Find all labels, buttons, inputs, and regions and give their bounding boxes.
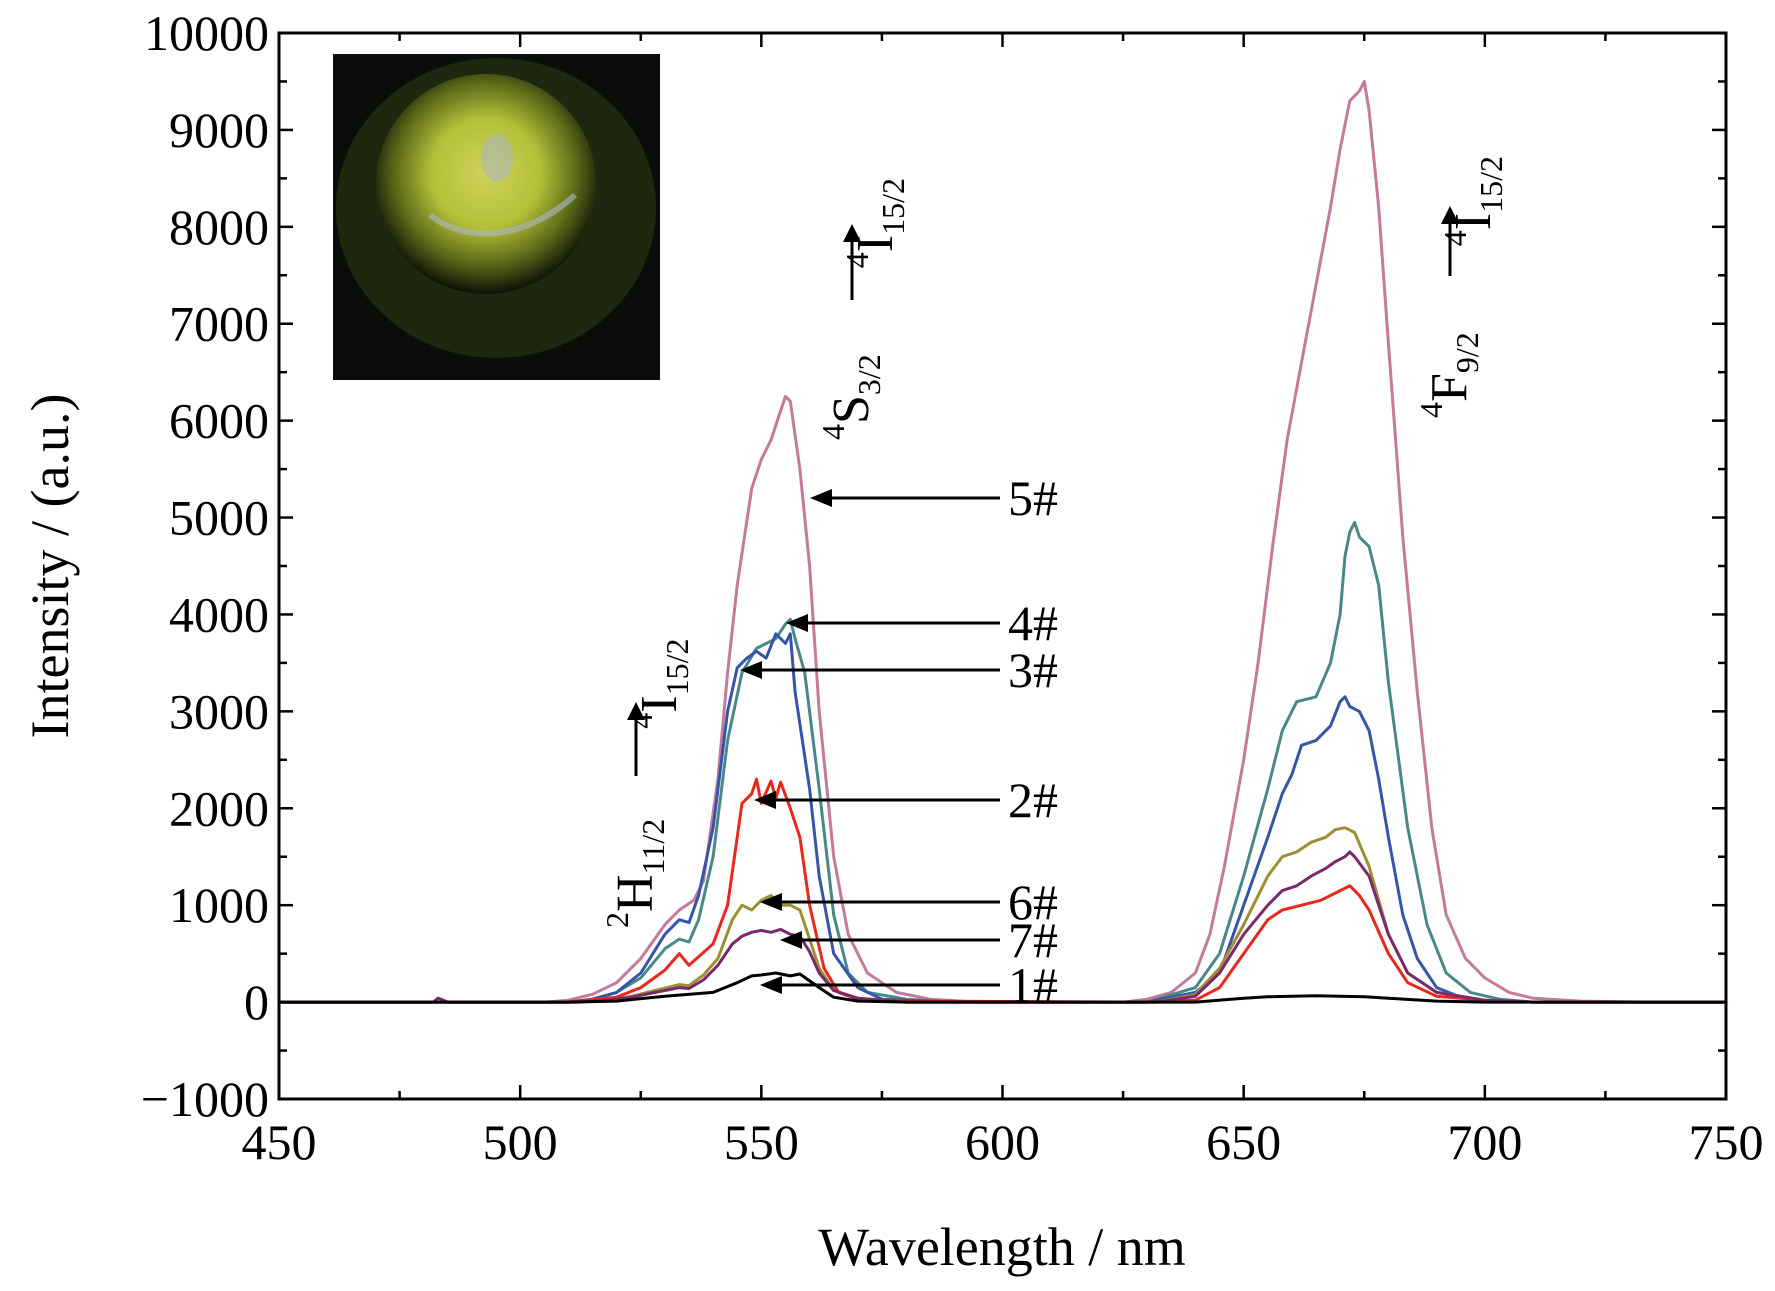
svg-text:4F9/24I15/2: 4F9/24I15/2 — [1413, 156, 1509, 418]
arrow-head-1 — [760, 976, 782, 994]
series-lines — [279, 80, 1726, 1004]
arrow-head-6 — [760, 893, 782, 911]
f92-lower-sub: 15/2 — [1473, 156, 1509, 213]
transition-label-s32: 4S3/24I15/2 — [815, 178, 911, 440]
s32-arrow-head — [843, 224, 861, 242]
y-tick-label: −1000 — [141, 1071, 269, 1127]
arrow-head-2 — [754, 791, 776, 809]
series-annotations: 1# 2# 3#4# 5# 6#7# — [740, 470, 1058, 1013]
arrow-head-3 — [740, 661, 762, 679]
f92-upper-sup: 4 — [1413, 402, 1449, 418]
h11-arrow-head — [627, 702, 645, 720]
series-line-5 — [279, 80, 1726, 1004]
s32-lower-base: I — [847, 235, 904, 252]
series-line-1 — [279, 971, 1726, 1004]
y-tick-label: 1000 — [169, 877, 269, 933]
svg-text:2H11/24I15/2: 2H11/24I15/2 — [599, 639, 695, 928]
x-axis-title: Wavelength / nm — [818, 1217, 1186, 1277]
x-tick-label: 600 — [965, 1114, 1040, 1170]
y-tick-label: 4000 — [169, 586, 269, 642]
y-tick-label: 2000 — [169, 780, 269, 836]
f92-lower-sup: 4 — [1437, 230, 1473, 246]
series-line-6 — [279, 826, 1726, 1004]
inset-photo — [333, 54, 660, 380]
series-label-6: 6# — [1008, 874, 1058, 930]
series-label-5: 5# — [1008, 470, 1058, 526]
x-tick-label: 450 — [242, 1114, 317, 1170]
arrow-head-5 — [810, 489, 832, 507]
f92-upper-base: F — [1421, 373, 1478, 402]
f92-arrow-head — [1441, 206, 1459, 224]
h11-upper-base: H — [607, 874, 664, 912]
series-line-4 — [279, 520, 1726, 1004]
series-label-4: 4# — [1008, 595, 1058, 651]
s32-upper-base: S — [823, 395, 880, 424]
x-tick-label: 650 — [1206, 1114, 1281, 1170]
f92-upper-sub: 9/2 — [1449, 332, 1485, 373]
x-tick-label: 550 — [724, 1114, 799, 1170]
series-label-1: 1# — [1008, 957, 1058, 1013]
h11-upper-sup: 2 — [599, 912, 635, 928]
y-tick-label: 6000 — [169, 393, 269, 449]
x-tick-label: 500 — [483, 1114, 558, 1170]
s32-lower-sup: 4 — [839, 252, 875, 268]
h11-lower-sub: 15/2 — [659, 639, 695, 696]
s32-upper-sup: 4 — [815, 424, 851, 440]
x-tick-label: 700 — [1447, 1114, 1522, 1170]
h11-upper-sub: 11/2 — [635, 819, 671, 875]
series-line-3 — [279, 632, 1726, 1004]
series-line-2 — [279, 777, 1726, 1004]
s32-lower-sub: 15/2 — [875, 178, 911, 235]
arrow-head-7 — [780, 931, 802, 949]
y-tick-label: 5000 — [169, 490, 269, 546]
y-tick-label: 0 — [244, 974, 269, 1030]
arrow-head-4 — [786, 614, 808, 632]
series-label-2: 2# — [1008, 772, 1058, 828]
y-axis-title: Intensity / (a.u.) — [20, 394, 80, 739]
transition-label-f92: 4F9/24I15/2 — [1413, 156, 1509, 418]
x-tick-labels: 450 500 550 600 650 700 750 — [242, 1114, 1764, 1170]
y-tick-label: 10000 — [144, 5, 269, 61]
f92-lower-base: I — [1445, 213, 1502, 230]
h11-lower-base: I — [631, 695, 688, 712]
series-label-7: 7# — [1008, 912, 1058, 968]
svg-text:4S3/24I15/2: 4S3/24I15/2 — [815, 178, 911, 440]
y-tick-label: 7000 — [169, 296, 269, 352]
y-tick-label: 8000 — [169, 199, 269, 255]
series-line-7 — [279, 850, 1726, 1004]
y-tick-labels: −1000 0 1000 2000 3000 4000 5000 6000 7000 8000 90… — [141, 5, 269, 1127]
y-tick-label: 3000 — [169, 683, 269, 739]
transition-label-h11: 2H11/24I15/2 — [599, 639, 695, 928]
series-label-3: 3# — [1008, 642, 1058, 698]
y-tick-label: 9000 — [169, 102, 269, 158]
s32-upper-sub: 3/2 — [851, 354, 887, 395]
x-tick-label: 750 — [1689, 1114, 1764, 1170]
